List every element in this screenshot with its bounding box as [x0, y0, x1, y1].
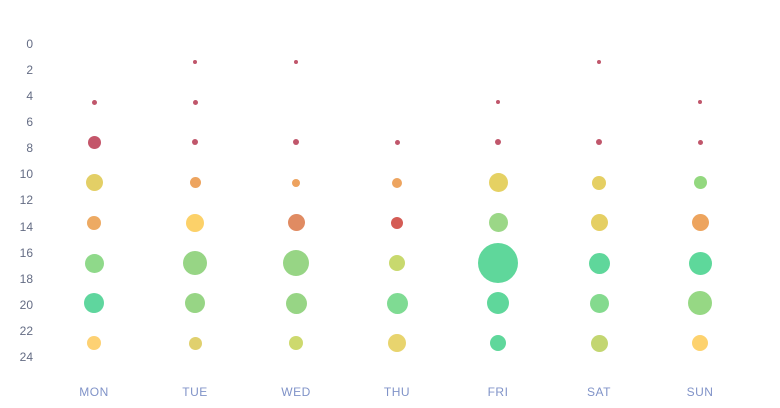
bubble-tue-4.5[interactable]	[192, 99, 198, 105]
y-axis-label-18: 18	[19, 271, 33, 286]
x-axis-label-mon: MON	[79, 385, 109, 399]
y-axis-label-24: 24	[19, 350, 33, 365]
bubble-thu-16.5[interactable]	[389, 255, 405, 271]
bubble-sun-4.5[interactable]	[698, 100, 702, 105]
bubble-sun-13.5[interactable]	[691, 214, 709, 232]
x-axis-label-sun: SUN	[686, 385, 714, 399]
bubble-mon-13.5[interactable]	[87, 215, 101, 230]
bubble-sat-10.5[interactable]	[592, 175, 606, 190]
bubble-thu-19.5[interactable]	[386, 292, 408, 314]
bubble-sun-22.5[interactable]	[692, 335, 708, 352]
bubble-tue-10.5[interactable]	[189, 177, 201, 189]
y-axis-label-16: 16	[19, 245, 33, 260]
bubble-sat-7.5[interactable]	[596, 139, 602, 146]
bubble-sat-16.5[interactable]	[588, 252, 610, 274]
bubble-fri-4.5[interactable]	[496, 100, 500, 105]
bubble-thu-22.5[interactable]	[388, 334, 406, 353]
bubble-mon-4.5[interactable]	[91, 99, 97, 105]
bubble-sun-16.5[interactable]	[688, 251, 712, 275]
y-axis-label-8: 8	[26, 141, 33, 156]
bubble-tue-7.5[interactable]	[192, 139, 198, 146]
bubble-mon-22.5[interactable]	[87, 336, 101, 351]
bubble-tue-22.5[interactable]	[188, 336, 202, 350]
bubble-fri-19.5[interactable]	[487, 292, 509, 315]
bubble-mon-7.5[interactable]	[87, 135, 101, 149]
x-axis-label-fri: FRI	[487, 385, 509, 399]
y-axis-label-14: 14	[19, 219, 33, 234]
bubble-sun-10.5[interactable]	[693, 176, 707, 190]
bubble-tue-1.5[interactable]	[193, 60, 197, 64]
bubble-wed-22.5[interactable]	[289, 336, 303, 351]
bubble-thu-13.5[interactable]	[391, 216, 403, 229]
bubble-wed-13.5[interactable]	[287, 214, 305, 232]
bubble-sun-7.5[interactable]	[697, 139, 703, 145]
x-axis-label-sat: SAT	[587, 385, 611, 399]
bubble-tue-16.5[interactable]	[183, 251, 207, 275]
y-axis-label-12: 12	[19, 193, 33, 208]
bubble-sat-19.5[interactable]	[589, 293, 609, 313]
bubble-sat-13.5[interactable]	[590, 214, 608, 232]
y-axis-label-22: 22	[19, 324, 33, 339]
bubble-thu-10.5[interactable]	[392, 177, 402, 188]
x-axis-label-wed: WED	[281, 385, 311, 399]
x-axis-label-thu: THU	[383, 385, 411, 399]
bubble-fri-13.5[interactable]	[488, 213, 508, 233]
y-axis-label-4: 4	[26, 88, 33, 103]
bubble-thu-7.5[interactable]	[394, 139, 400, 145]
y-axis-label-0: 0	[26, 36, 33, 51]
bubble-mon-10.5[interactable]	[85, 174, 103, 192]
bubble-mon-19.5[interactable]	[84, 293, 104, 314]
bubble-fri-16.5[interactable]	[478, 243, 518, 283]
bubble-mon-16.5[interactable]	[84, 253, 104, 273]
bubble-wed-19.5[interactable]	[285, 292, 307, 314]
bubble-fri-7.5[interactable]	[495, 139, 501, 146]
x-axis-label-tue: TUE	[182, 385, 208, 399]
bubble-tue-19.5[interactable]	[185, 293, 205, 314]
bubble-sun-19.5[interactable]	[688, 291, 712, 316]
bubble-wed-16.5[interactable]	[283, 250, 309, 276]
bubble-wed-10.5[interactable]	[292, 178, 300, 187]
y-axis-label-2: 2	[26, 62, 33, 77]
bubble-fri-22.5[interactable]	[490, 335, 506, 352]
bubble-tue-13.5[interactable]	[186, 213, 204, 232]
bubble-sat-22.5[interactable]	[590, 334, 608, 352]
y-axis-label-20: 20	[19, 298, 33, 313]
y-axis-label-10: 10	[19, 167, 33, 182]
bubble-sat-1.5[interactable]	[597, 60, 601, 64]
y-axis-label-6: 6	[26, 114, 33, 129]
bubble-wed-7.5[interactable]	[293, 139, 299, 146]
bubble-fri-10.5[interactable]	[488, 173, 508, 193]
bubble-wed-1.5[interactable]	[294, 60, 298, 64]
